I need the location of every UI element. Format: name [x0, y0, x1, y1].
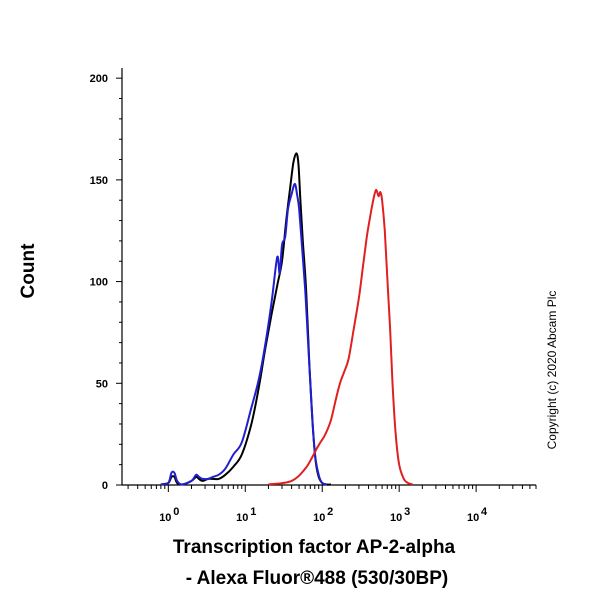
x-tick-label: 10 — [313, 512, 325, 524]
x-tick-label: 10 — [390, 512, 402, 524]
copyright-text: Copyright (c) 2020 Abcam Plc — [545, 291, 559, 450]
x-tick-exponent: 3 — [404, 506, 410, 518]
x-tick-label: 10 — [467, 512, 479, 524]
x-tick-exponent: 2 — [327, 506, 333, 518]
series-group — [160, 152, 414, 486]
x-tick-label: 10 — [236, 512, 248, 524]
y-axis-title: Count — [18, 243, 39, 299]
y-tick-label: 50 — [96, 378, 108, 390]
y-tick-label: 0 — [102, 480, 108, 492]
x-tick-exponent: 1 — [250, 506, 256, 518]
series-line-3 — [268, 188, 414, 486]
y-tick-label: 100 — [90, 277, 108, 289]
plot-frame — [121, 68, 536, 486]
y-tick-label: 200 — [90, 73, 108, 85]
x-tick-exponent: 4 — [481, 506, 488, 518]
y-tick-label: 150 — [90, 175, 108, 187]
x-tick-exponent: 0 — [173, 506, 179, 518]
x-axis-title-line1: Transcription factor AP-2-alpha — [173, 537, 456, 558]
x-axis: 10 0 10 1 10 2 10 3 10 4 — [127, 485, 537, 524]
y-axis: 0 50 100 150 200 — [90, 73, 122, 492]
series-line-2 — [160, 182, 328, 486]
series-line-1 — [160, 152, 332, 486]
x-tick-label: 10 — [159, 512, 171, 524]
x-axis-title-line2: - Alexa Fluor®488 (530/30BP) — [186, 568, 449, 589]
